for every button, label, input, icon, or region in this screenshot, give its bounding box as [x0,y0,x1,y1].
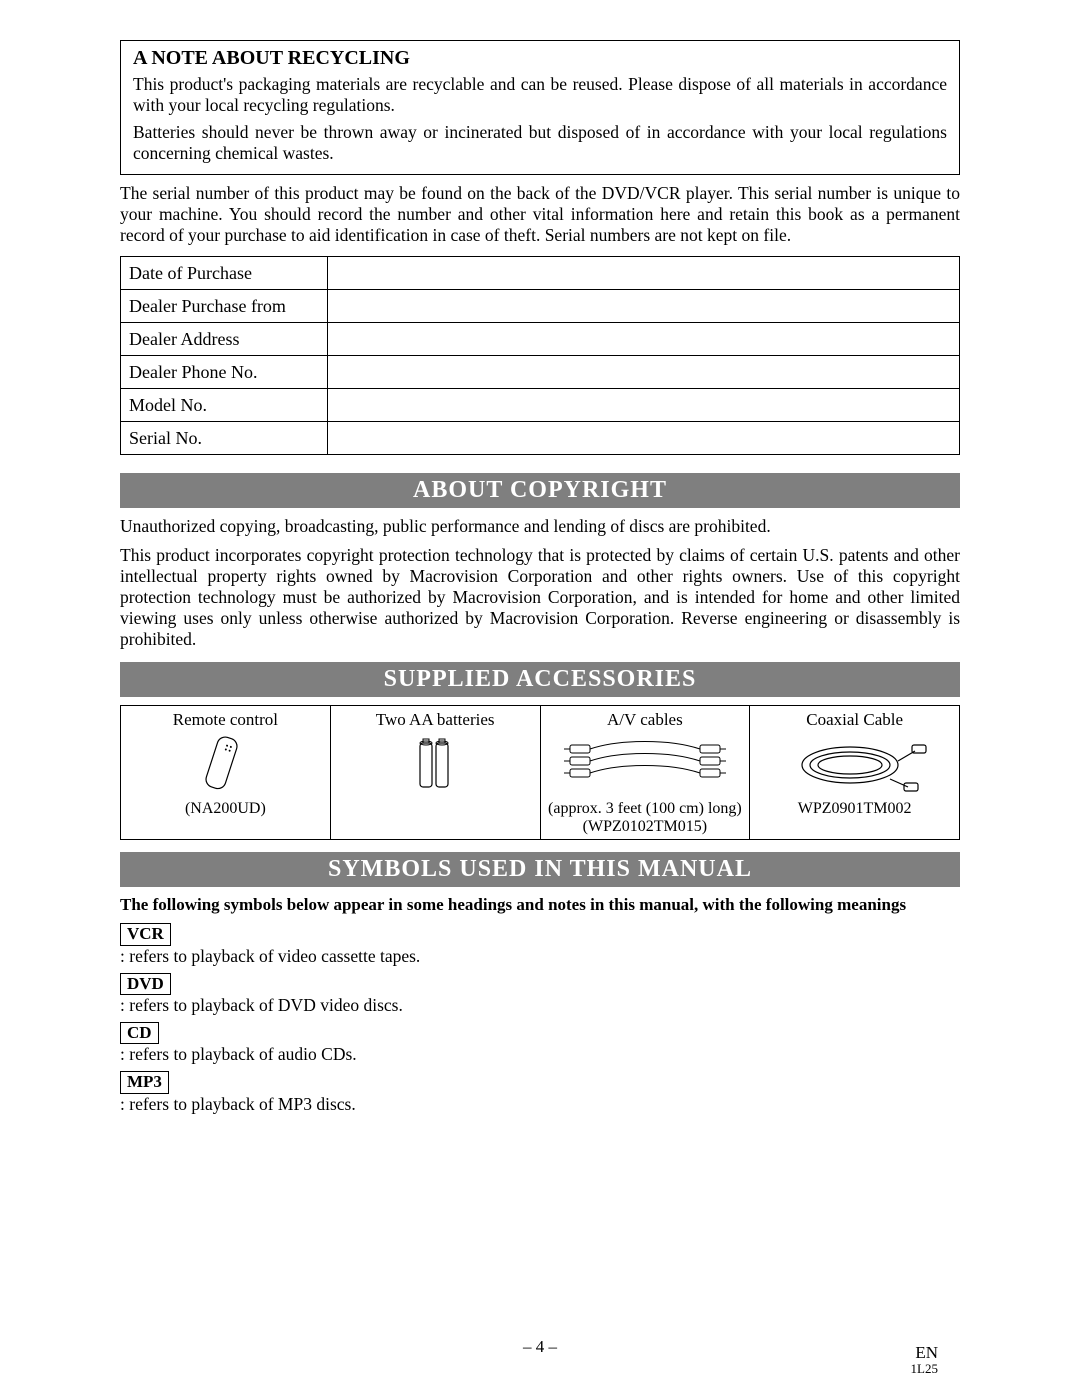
accessories-table: Remote control (NA200UD) Two AA batterie… [120,705,960,840]
symbol-desc: : refers to playback of DVD video discs. [120,995,960,1016]
symbol-desc: : refers to playback of audio CDs. [120,1044,960,1065]
table-row: Dealer Phone No. [121,356,960,389]
symbol-entry: DVD : refers to playback of DVD video di… [120,969,960,1016]
accessory-sub: WPZ0901TM002 [754,800,955,818]
page-number: – 4 – [120,1337,960,1357]
recycling-title: A NOTE ABOUT RECYCLING [133,47,947,70]
symbol-tag: DVD [120,973,171,995]
symbol-tag: MP3 [120,1071,169,1093]
symbol-desc: : refers to playback of MP3 discs. [120,1094,960,1115]
remote-icon [125,730,326,800]
accessory-cell: Coaxial Cable WPZ0901 [750,706,960,840]
recycling-p2: Batteries should never be thrown away or… [133,122,947,164]
table-row: Dealer Purchase from [121,290,960,323]
table-row: Model No. [121,389,960,422]
symbol-desc: : refers to playback of video cassette t… [120,946,960,967]
coaxial-cable-icon [754,730,955,800]
record-label: Serial No. [121,422,328,455]
batteries-icon [335,730,536,800]
accessory-sub: (approx. 3 feet (100 cm) long) (WPZ0102T… [545,800,746,835]
record-value[interactable] [328,422,960,455]
record-value[interactable] [328,323,960,356]
footer-lang: EN [915,1343,938,1363]
record-label: Model No. [121,389,328,422]
symbol-entry: VCR : refers to playback of video casset… [120,919,960,966]
copyright-p2: This product incorporates copyright prot… [120,545,960,650]
av-cables-icon [545,730,746,800]
accessories-banner: SUPPLIED ACCESSORIES [120,662,960,697]
accessory-title: A/V cables [545,710,746,730]
serial-paragraph: The serial number of this product may be… [120,183,960,246]
accessory-title: Remote control [125,710,326,730]
symbols-banner: SYMBOLS USED IN THIS MANUAL [120,852,960,887]
record-value[interactable] [328,290,960,323]
table-row: Dealer Address [121,323,960,356]
record-value[interactable] [328,356,960,389]
symbol-entry: MP3 : refers to playback of MP3 discs. [120,1067,960,1114]
copyright-p1: Unauthorized copying, broadcasting, publ… [120,516,960,537]
symbol-tag: VCR [120,923,171,945]
symbol-entry: CD : refers to playback of audio CDs. [120,1018,960,1065]
accessory-title: Coaxial Cable [754,710,955,730]
recycling-box: A NOTE ABOUT RECYCLING This product's pa… [120,40,960,175]
record-value[interactable] [328,257,960,290]
record-label: Date of Purchase [121,257,328,290]
record-value[interactable] [328,389,960,422]
table-row: Date of Purchase [121,257,960,290]
recycling-p1: This product's packaging materials are r… [133,74,947,116]
symbols-intro: The following symbols below appear in so… [120,895,960,915]
footer-code: 1L25 [911,1361,938,1377]
record-table: Date of Purchase Dealer Purchase from De… [120,256,960,455]
record-label: Dealer Address [121,323,328,356]
symbol-tag: CD [120,1022,159,1044]
accessory-cell: A/V cables [540,706,750,840]
table-row: Serial No. [121,422,960,455]
copyright-banner: ABOUT COPYRIGHT [120,473,960,508]
record-label: Dealer Purchase from [121,290,328,323]
accessory-title: Two AA batteries [335,710,536,730]
accessory-cell: Remote control (NA200UD) [121,706,331,840]
accessory-sub: (NA200UD) [125,800,326,818]
record-label: Dealer Phone No. [121,356,328,389]
accessory-cell: Two AA batteries [330,706,540,840]
